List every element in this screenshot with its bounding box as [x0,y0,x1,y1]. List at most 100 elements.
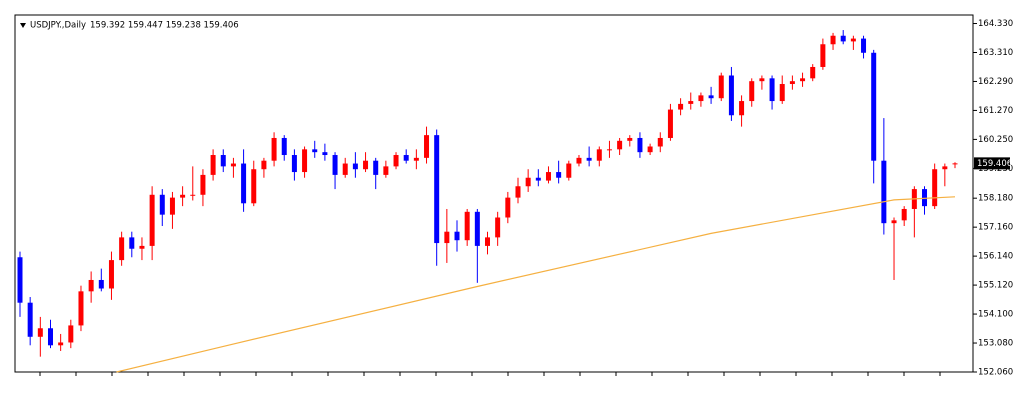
candle-body [637,137,643,153]
y-tick-label: 160.250 [978,135,1013,145]
y-tick-label: 162.290 [978,77,1013,87]
candle-body [363,160,369,170]
candle-body [932,169,938,207]
y-tick-label: 158.180 [978,194,1013,204]
candle-body [261,160,267,170]
candle-body [566,163,572,178]
candle-body [891,220,897,224]
candle-body [78,291,84,326]
candle-body [535,177,541,181]
candle-body [759,78,765,82]
candle-body [332,155,338,175]
candle-body [47,328,53,346]
candle-body [779,84,785,102]
candle-body [739,101,745,116]
candle-body [302,149,308,173]
candle-body [525,177,531,187]
candle-body [251,169,257,204]
candle-body [495,217,501,238]
candle-body [881,160,887,224]
candle-body [271,137,277,161]
candle-body [58,342,64,346]
y-tick-label: 161.270 [978,106,1013,116]
candle-body [159,194,165,215]
candle-body [108,260,114,289]
candle-body [169,197,175,215]
price-box [974,157,1010,170]
candle-body [68,325,74,343]
candle-body [647,146,653,153]
candle-body [352,163,358,170]
candle-body [281,137,287,156]
candle-body [474,211,480,246]
y-tick-label: 157.160 [978,223,1013,233]
candle-body [586,157,592,161]
candle-body [291,155,297,173]
candle-body [667,109,673,138]
candle-body [88,279,94,292]
candle-body [424,135,430,158]
candle-body [515,186,521,198]
candle-body [230,163,236,167]
candle-body [820,44,826,67]
candle-body [119,237,125,261]
candle-body [139,245,145,249]
candle-body [922,189,928,207]
candle-body [688,101,694,104]
candle-body [220,155,226,167]
candle-body [840,35,846,42]
candle-body [98,279,104,289]
y-tick-label: 156.140 [978,252,1013,262]
price-label: 159.406 [977,159,1012,169]
candle-body [800,78,806,82]
candle-body [901,208,907,221]
candle-body [789,81,795,85]
candle-body [871,52,877,161]
y-tick-label: 153.080 [978,339,1013,349]
candle-body [322,152,328,156]
candle-body [190,194,196,196]
candle-body [17,257,23,303]
candle-body [37,328,43,337]
candle-body [434,135,440,244]
candle-body [383,166,389,175]
candle-body [718,75,724,99]
candle-body [830,35,836,45]
dropdown-icon[interactable] [20,23,26,28]
candle-body [678,103,684,110]
candle-body [403,155,409,161]
candle-body [942,166,948,170]
candle-body [850,38,856,42]
candle-body [698,95,704,102]
y-tick-label: 155.120 [978,281,1013,291]
candle-body [393,155,399,167]
candle-body [200,174,206,195]
candle-body [505,197,511,218]
candle-body [728,75,734,116]
candle-body [576,157,582,164]
chart-title: USDJPY.,Daily [30,21,86,31]
candle-body [27,302,33,337]
y-tick-label: 163.310 [978,48,1013,58]
candle-body [606,149,612,151]
moving-average [116,196,956,373]
candle-body [454,231,460,241]
plot-frame [14,14,974,373]
chart-subtitle: 159.392 159.447 159.238 159.406 [90,21,239,31]
candle-body [810,66,816,79]
candle-body [749,81,755,102]
candle-body [657,137,663,147]
candle-body [210,155,216,175]
y-tick-label: 154.100 [978,310,1013,320]
candle-body [444,231,450,244]
candle-body [241,163,247,204]
candle-body [312,149,318,153]
candle-body [952,163,958,165]
candle-body [861,38,867,53]
candle-body [373,160,379,175]
y-tick-label: 164.330 [978,19,1013,29]
candle-body [129,237,135,249]
candle-body [708,95,714,99]
candle-body [149,194,155,246]
